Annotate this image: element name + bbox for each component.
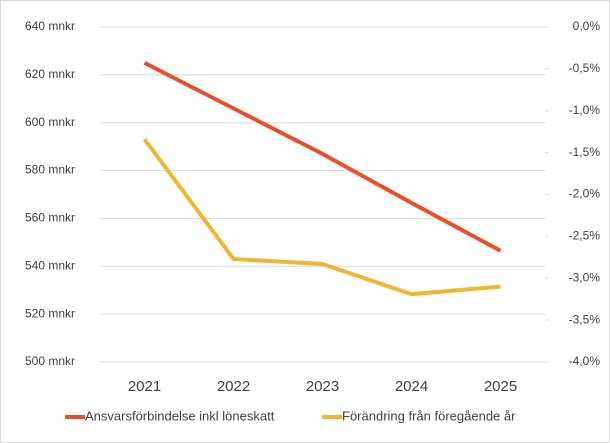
legend-label: Förändring från föregående år [342,408,516,423]
y2-tick-label: 0,0% [573,19,601,33]
x-tick-label: 2021 [128,378,161,395]
y-tick-label: 560 mnkr [25,211,75,225]
y2-tick-label: -1,0% [569,103,601,117]
y2-tick-label: -1,5% [569,145,601,159]
y2-tick-label: -3,5% [569,312,601,326]
y-tick-label: 540 mnkr [25,258,75,272]
x-tick-label: 2024 [395,378,428,395]
series-line [142,138,501,297]
x-tick-label: 2022 [217,378,250,395]
y-tick-label: 620 mnkr [25,67,75,81]
y2-tick-label: -3,0% [569,270,601,284]
x-tick-label: 2023 [306,378,339,395]
y-tick-label: 500 mnkr [25,354,75,368]
y2-tick-label: -2,0% [569,187,601,201]
y-tick-label: 580 mnkr [25,163,75,177]
y-tick-label: 520 mnkr [25,306,75,320]
y2-tick-label: -2,5% [569,229,601,243]
series-line [143,61,502,253]
y2-tick-label: -4,0% [569,354,601,368]
y-tick-label: 600 mnkr [25,115,75,129]
y2-tick-label: -0,5% [569,61,601,75]
x-tick-label: 2025 [484,378,517,395]
y-tick-label: 640 mnkr [25,19,75,33]
legend-label: Ansvarsförbindelse inkl löneskatt [85,408,275,423]
